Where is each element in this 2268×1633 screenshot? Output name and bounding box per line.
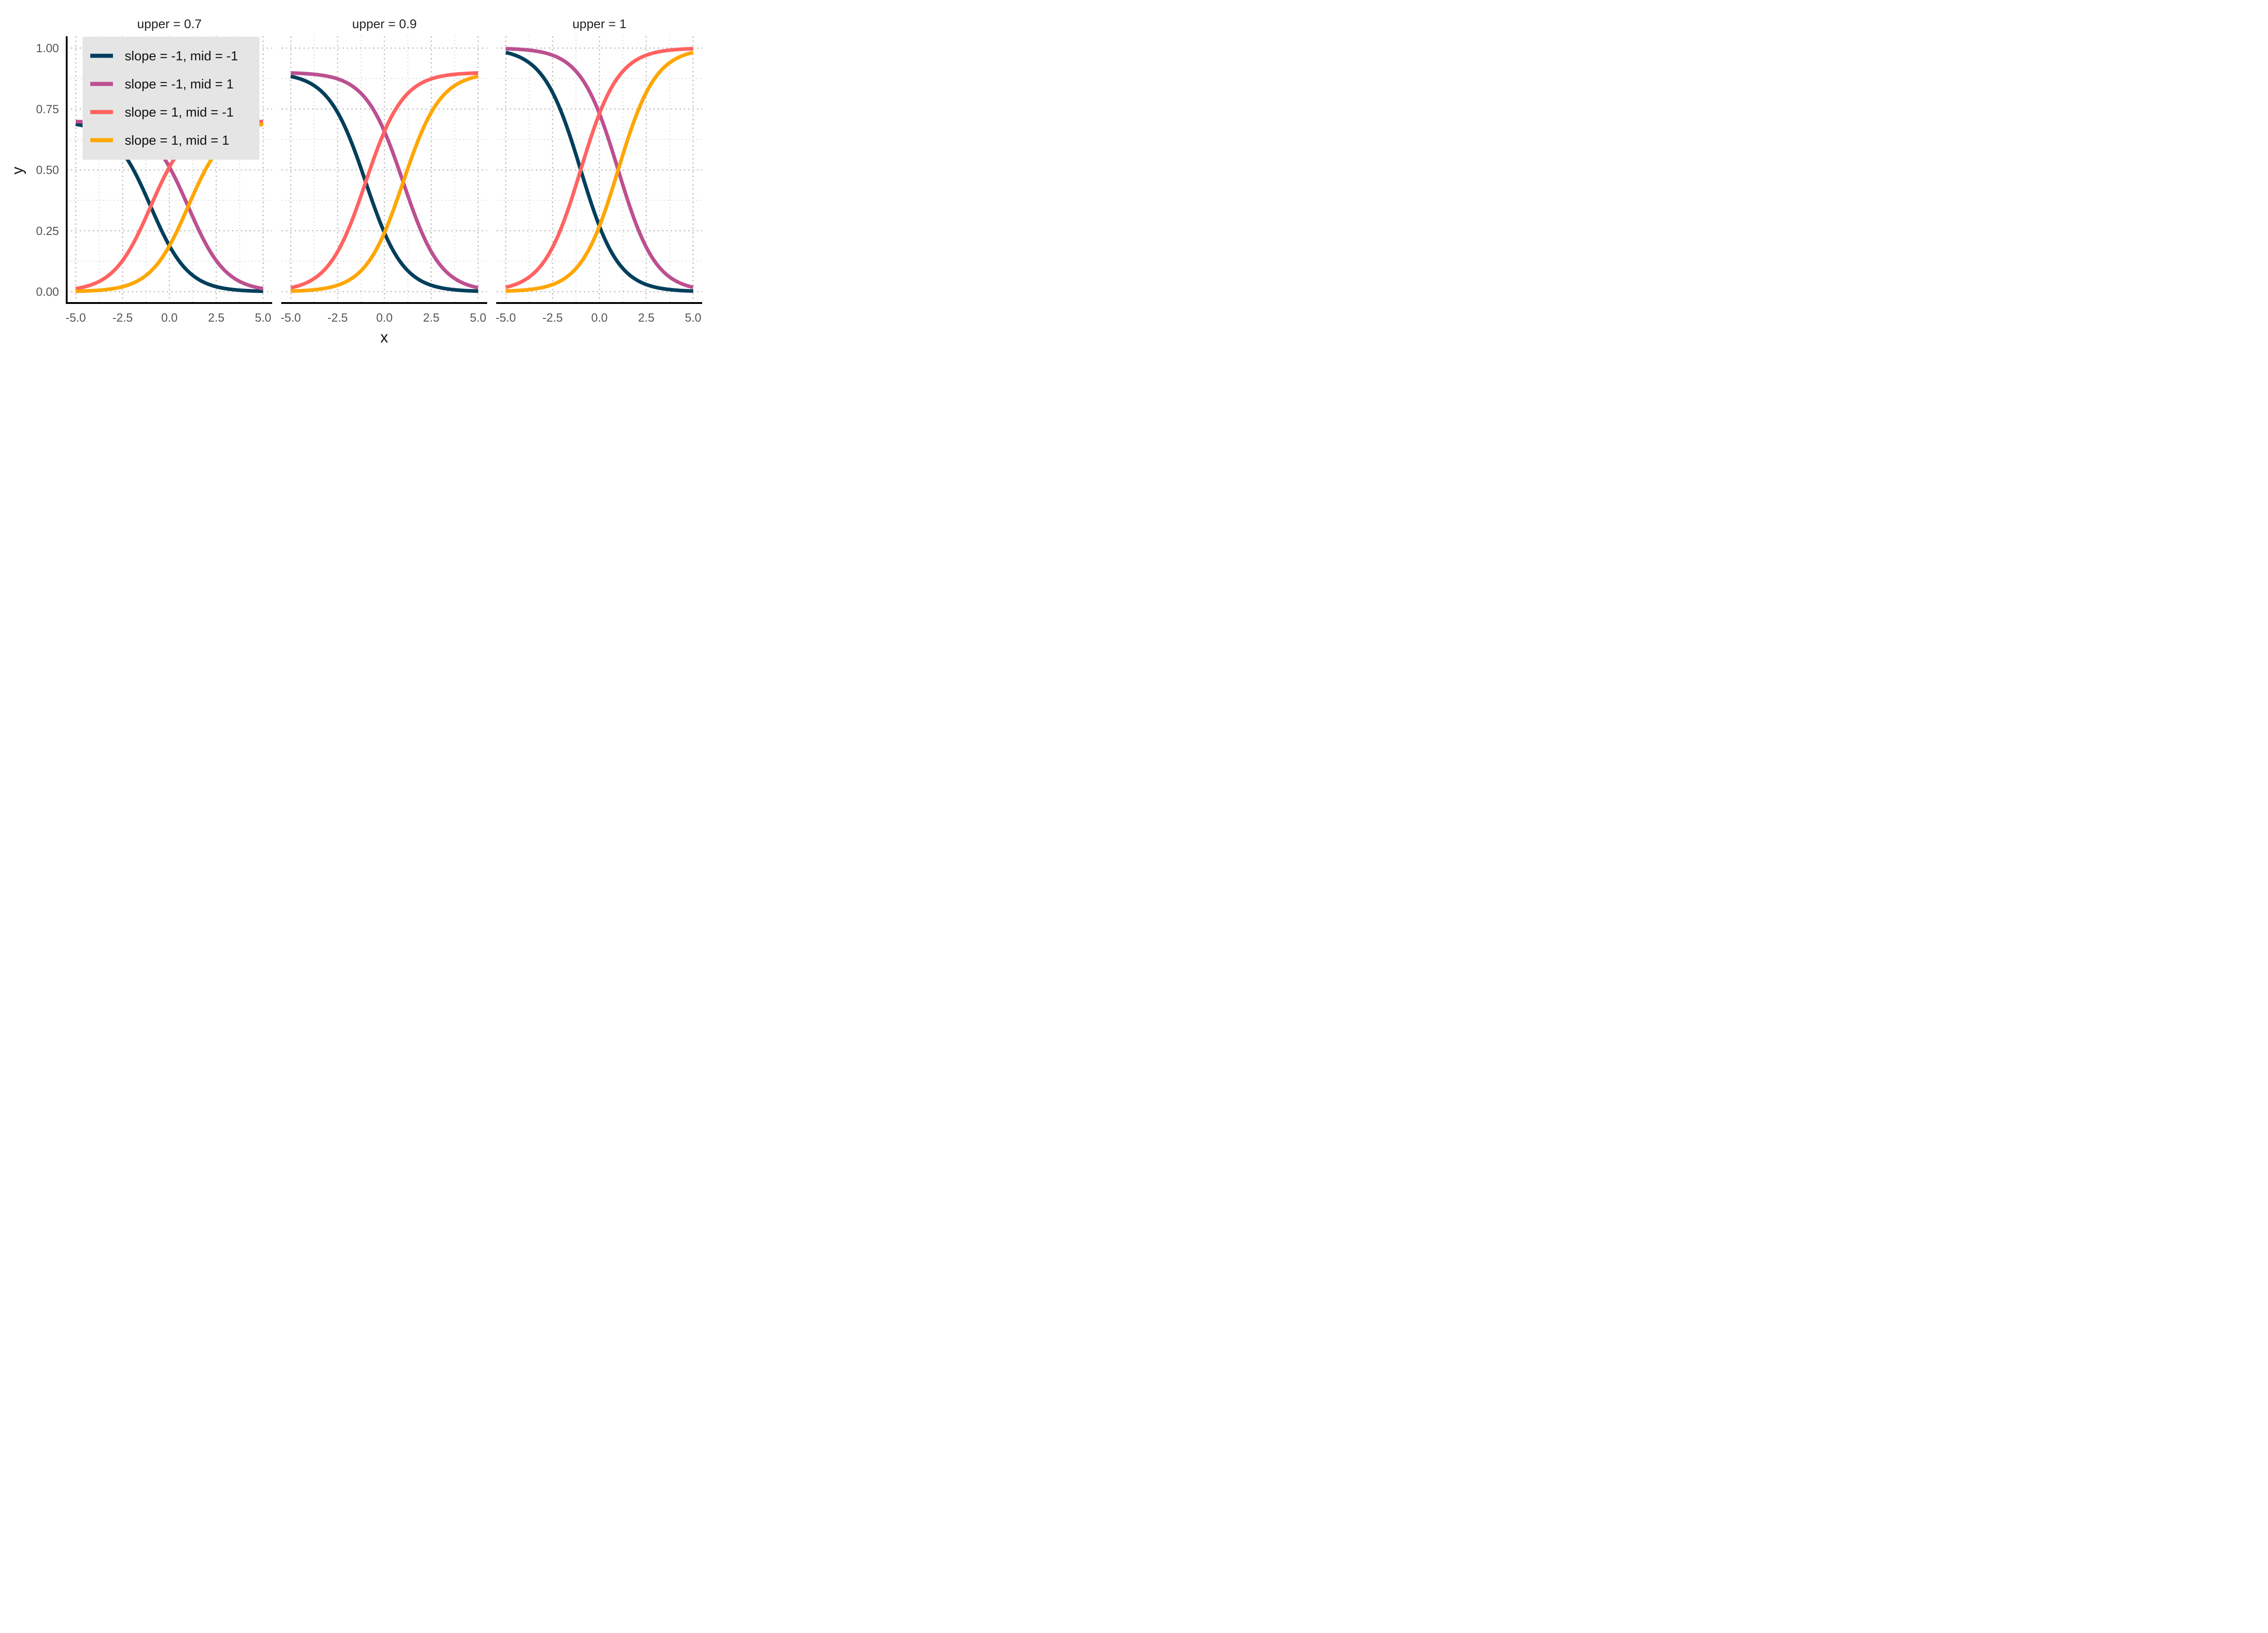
- x-tick-label: 2.5: [423, 311, 440, 324]
- x-tick-label: -5.0: [66, 311, 86, 324]
- panel-1: upper = 0.7 -5.0 -2.5 0.0 2.5 5.0 0.00 0.25 0.50…: [36, 17, 272, 324]
- x-tick-label: 0.0: [376, 311, 392, 324]
- x-tick-label: 5.0: [255, 311, 271, 324]
- x-tick-label: 2.5: [208, 311, 225, 324]
- y-tick-label: 1.00: [36, 41, 59, 55]
- x-tick-label: -5.0: [496, 311, 516, 324]
- series-line: [290, 71, 479, 290]
- y-tick-label: 0.75: [36, 102, 59, 116]
- x-tick-label: -5.0: [281, 311, 301, 324]
- panels-layer: upper = 0.7 -5.0 -2.5 0.0 2.5 5.0 0.00 0.25 0.50…: [36, 17, 702, 324]
- x-tick-label: 2.5: [638, 311, 655, 324]
- panel-title: upper = 0.9: [352, 17, 416, 31]
- panel-title: upper = 0.7: [137, 17, 201, 31]
- y-tick-label: 0.50: [36, 163, 59, 177]
- x-tick-label: -2.5: [543, 311, 563, 324]
- legend-label: slope = 1, mid = 1: [125, 133, 230, 148]
- x-tick-label: 5.0: [685, 311, 701, 324]
- y-axis-title: y: [9, 167, 26, 175]
- faceted-line-chart: upper = 0.7 -5.0 -2.5 0.0 2.5 5.0 0.00 0.25 0.50…: [9, 17, 702, 346]
- legend-label: slope = 1, mid = -1: [125, 105, 234, 120]
- x-tick-label: 5.0: [470, 311, 486, 324]
- x-axis-title: x: [381, 329, 388, 346]
- series-line: [505, 50, 694, 293]
- series-line: [505, 47, 694, 289]
- legend-label: slope = -1, mid = -1: [125, 49, 238, 64]
- legend: slope = -1, mid = -1 slope = -1, mid = 1 s…: [83, 37, 259, 160]
- x-tick-label: -2.5: [112, 311, 133, 324]
- y-tick-label: 0.25: [36, 224, 59, 238]
- x-tick-label: -2.5: [327, 311, 348, 324]
- panel-title: upper = 1: [572, 17, 626, 31]
- panel-3: upper = 1 -5.0 -2.5 0.0 2.5 5.0: [496, 17, 702, 324]
- x-tick-label: 0.0: [161, 311, 177, 324]
- chart: upper = 0.7 -5.0 -2.5 0.0 2.5 5.0 0.00 0.25 0.50…: [0, 0, 711, 356]
- x-tick-label: 0.0: [591, 311, 607, 324]
- legend-label: slope = -1, mid = 1: [125, 77, 234, 92]
- y-tick-label: 0.00: [36, 285, 59, 298]
- panel-2: upper = 0.9 -5.0 -2.5 0.0 2.5 5.0: [281, 17, 487, 324]
- series-line: [290, 74, 479, 293]
